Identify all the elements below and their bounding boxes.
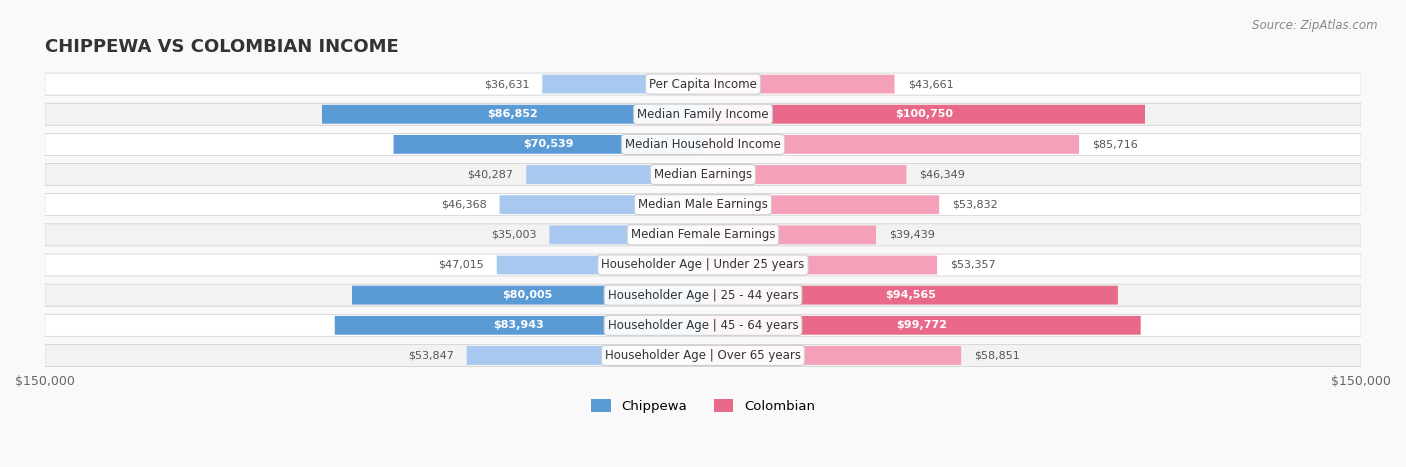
Text: Source: ZipAtlas.com: Source: ZipAtlas.com: [1253, 19, 1378, 32]
FancyBboxPatch shape: [45, 163, 1361, 185]
FancyBboxPatch shape: [703, 316, 1140, 335]
FancyBboxPatch shape: [550, 226, 703, 244]
Text: Householder Age | Under 25 years: Householder Age | Under 25 years: [602, 259, 804, 271]
FancyBboxPatch shape: [467, 346, 703, 365]
Text: Householder Age | 25 - 44 years: Householder Age | 25 - 44 years: [607, 289, 799, 302]
Text: Median Male Earnings: Median Male Earnings: [638, 198, 768, 211]
FancyBboxPatch shape: [45, 314, 1361, 336]
Text: $86,852: $86,852: [486, 109, 538, 119]
Text: Median Female Earnings: Median Female Earnings: [631, 228, 775, 241]
Text: $47,015: $47,015: [437, 260, 484, 270]
FancyBboxPatch shape: [322, 105, 703, 124]
FancyBboxPatch shape: [352, 286, 703, 304]
FancyBboxPatch shape: [45, 73, 1361, 95]
FancyBboxPatch shape: [496, 255, 703, 275]
Legend: Chippewa, Colombian: Chippewa, Colombian: [586, 393, 820, 418]
FancyBboxPatch shape: [45, 103, 1361, 125]
FancyBboxPatch shape: [703, 165, 907, 184]
Text: $94,565: $94,565: [884, 290, 936, 300]
FancyBboxPatch shape: [335, 316, 703, 335]
Text: $53,357: $53,357: [950, 260, 995, 270]
Text: Median Earnings: Median Earnings: [654, 168, 752, 181]
FancyBboxPatch shape: [394, 135, 703, 154]
Text: $39,439: $39,439: [889, 230, 935, 240]
Text: $58,851: $58,851: [974, 350, 1021, 361]
Text: $40,287: $40,287: [467, 170, 513, 179]
Text: $83,943: $83,943: [494, 320, 544, 330]
Text: $46,368: $46,368: [440, 200, 486, 210]
FancyBboxPatch shape: [499, 195, 703, 214]
FancyBboxPatch shape: [703, 135, 1078, 154]
FancyBboxPatch shape: [45, 345, 1361, 367]
Text: Householder Age | 45 - 64 years: Householder Age | 45 - 64 years: [607, 319, 799, 332]
Text: Per Capita Income: Per Capita Income: [650, 78, 756, 91]
FancyBboxPatch shape: [703, 195, 939, 214]
Text: $70,539: $70,539: [523, 139, 574, 149]
FancyBboxPatch shape: [526, 165, 703, 184]
FancyBboxPatch shape: [45, 224, 1361, 246]
Text: $80,005: $80,005: [502, 290, 553, 300]
Text: Median Family Income: Median Family Income: [637, 108, 769, 121]
Text: $99,772: $99,772: [897, 320, 948, 330]
FancyBboxPatch shape: [703, 286, 1118, 304]
Text: $85,716: $85,716: [1092, 139, 1137, 149]
Text: $35,003: $35,003: [491, 230, 536, 240]
Text: Householder Age | Over 65 years: Householder Age | Over 65 years: [605, 349, 801, 362]
FancyBboxPatch shape: [45, 194, 1361, 216]
Text: $36,631: $36,631: [484, 79, 529, 89]
FancyBboxPatch shape: [45, 254, 1361, 276]
FancyBboxPatch shape: [543, 75, 703, 93]
Text: $100,750: $100,750: [896, 109, 953, 119]
FancyBboxPatch shape: [45, 134, 1361, 156]
Text: $53,847: $53,847: [408, 350, 454, 361]
FancyBboxPatch shape: [703, 255, 936, 275]
FancyBboxPatch shape: [703, 75, 894, 93]
FancyBboxPatch shape: [703, 346, 962, 365]
FancyBboxPatch shape: [703, 105, 1144, 124]
Text: Median Household Income: Median Household Income: [626, 138, 780, 151]
FancyBboxPatch shape: [703, 226, 876, 244]
Text: $53,832: $53,832: [952, 200, 998, 210]
Text: $46,349: $46,349: [920, 170, 966, 179]
Text: $43,661: $43,661: [908, 79, 953, 89]
Text: CHIPPEWA VS COLOMBIAN INCOME: CHIPPEWA VS COLOMBIAN INCOME: [45, 38, 399, 57]
FancyBboxPatch shape: [45, 284, 1361, 306]
